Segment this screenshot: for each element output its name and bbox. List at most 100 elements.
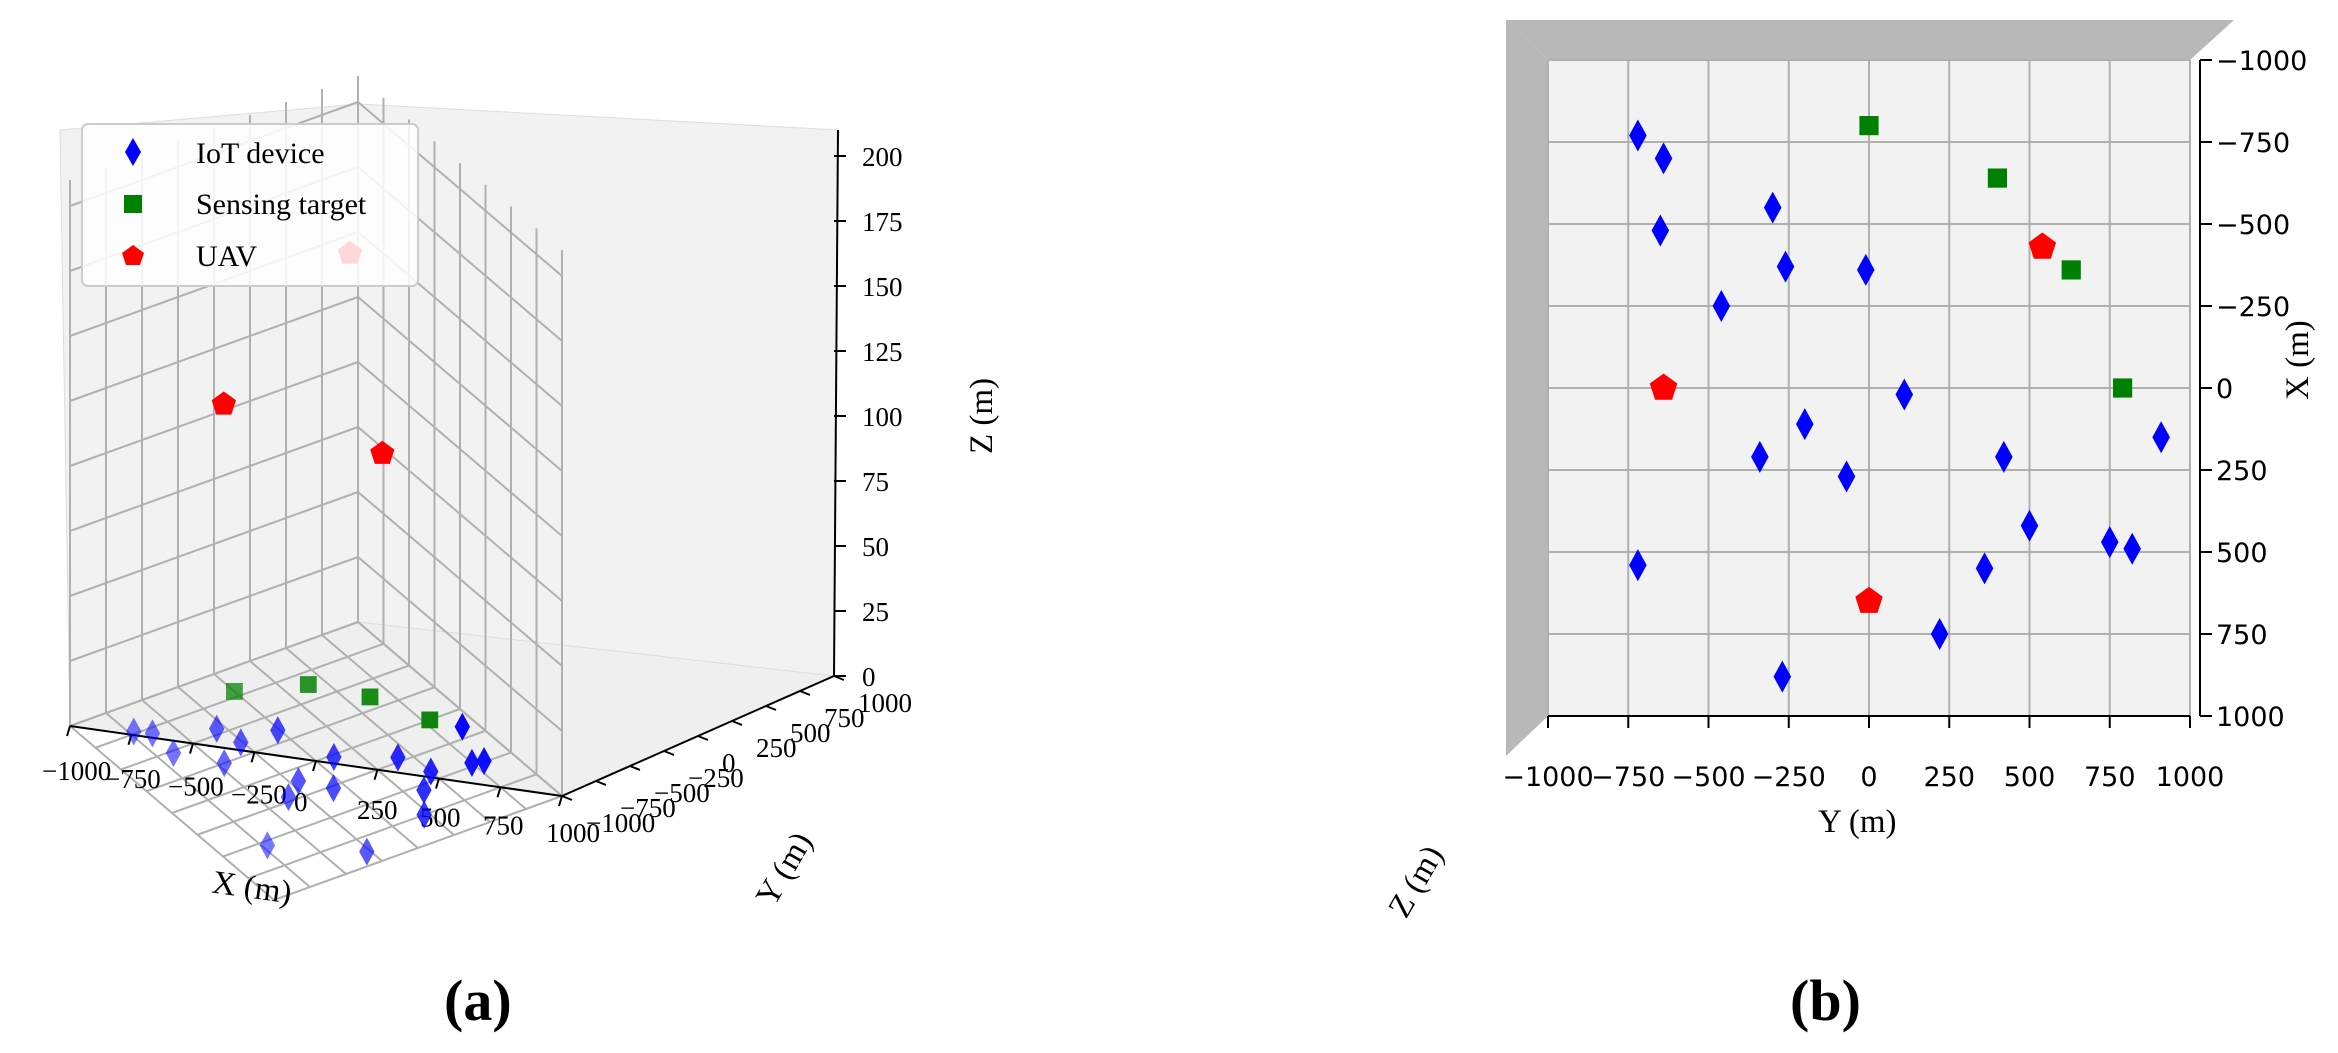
y-tick-label: −500	[654, 778, 710, 808]
x-tick-label-b: 500	[2004, 762, 2056, 793]
ticks-b: −1000−750 −500 −250 0 250 500 750 1000−1000−750…	[1502, 46, 2307, 793]
x-tick-label-b: −250	[1752, 762, 1826, 793]
y-tick-label-b: 1000	[2216, 702, 2285, 733]
panel-label-a: (a)	[444, 968, 512, 1033]
iot-device-point	[1930, 618, 1949, 650]
grid-line-z-left	[69, 491, 359, 597]
x-tick-label: 750	[483, 810, 524, 840]
x-tick-label: 250	[357, 795, 398, 825]
x-tick-label-b: −750	[1591, 762, 1665, 793]
x-tick-mark	[189, 743, 194, 754]
panel-b-top-view-chart: −1000−750 −500 −250 0 250 500 750 1000−1000−750…	[1382, 20, 2316, 1033]
iot-device-point	[2020, 509, 2039, 542]
y-tick-label: −1000	[586, 808, 655, 838]
iot-device-point-3d	[144, 719, 161, 748]
sensing-target-point-3d	[361, 688, 379, 706]
iot-device-point	[1712, 290, 1731, 322]
grid-line-z-back	[357, 491, 563, 667]
iot-device-point-3d	[165, 739, 182, 768]
sensing-target-point	[1987, 168, 2007, 188]
grid-line-y	[285, 647, 491, 823]
iot-device-point-3d	[325, 774, 342, 803]
panel-label-b: (b)	[1790, 968, 1861, 1033]
x-tick-label: −250	[231, 779, 287, 809]
grid-line-y	[177, 686, 383, 862]
sensing-target-point	[2112, 378, 2133, 398]
sensing-target-point	[1859, 116, 1879, 136]
iot-device-point	[1895, 378, 1914, 411]
z-tick-label: 150	[862, 272, 903, 302]
sensing-target-point	[2061, 260, 2081, 280]
iot-device-point-3d	[359, 837, 375, 866]
iot-device-point	[1629, 119, 1647, 152]
z-tick-label: 100	[862, 402, 903, 432]
iot-device-point	[2152, 421, 2170, 454]
grid-line-y	[249, 660, 455, 836]
z-tick-label: 125	[862, 337, 903, 367]
x-tick-label: −500	[168, 772, 224, 802]
grid-line-y	[69, 725, 275, 901]
legend-iot-label: IoT device	[196, 137, 325, 170]
uav-point	[2028, 232, 2057, 259]
legend: IoT device Sensing target UAV	[81, 123, 419, 287]
ticks-a: −1000−750 −500 −250 0 250 500 750 1000−1000−750…	[42, 142, 912, 848]
grid-line-z-left	[69, 556, 359, 662]
iot-device-point	[1837, 460, 1856, 493]
points-a	[126, 240, 492, 866]
iot-device-point	[1856, 253, 1875, 286]
grid-line-z-back	[357, 361, 563, 537]
z-tick-label: 50	[862, 532, 889, 562]
iot-device-point	[2100, 526, 2119, 559]
x-tick-label-b: −500	[1671, 762, 1745, 793]
iot-device-point-3d	[270, 716, 286, 745]
x-tick-label: −1000	[42, 756, 111, 786]
y-tick-label-b: 500	[2216, 538, 2268, 569]
grid-line-z-left	[69, 361, 359, 467]
x-tick-mark	[373, 769, 379, 781]
legend-target-marker	[124, 195, 142, 213]
y-tick-label-b: 0	[2216, 374, 2233, 405]
grid-line-y	[105, 712, 311, 888]
iot-device-point-3d	[326, 743, 342, 772]
grid-line-z-back	[357, 621, 563, 797]
legend-target-label: Sensing target	[196, 188, 367, 221]
uav-point-3d	[370, 440, 395, 464]
x-tick-mark	[312, 760, 317, 772]
grid-line-z-left	[69, 426, 359, 532]
iot-device-point-3d	[290, 766, 307, 795]
x-tick-label: 1000	[546, 818, 600, 848]
iot-device-point	[1651, 214, 1670, 247]
legend-uav-label: UAV	[196, 240, 257, 273]
iot-device-point-3d	[233, 728, 249, 757]
sensing-target-point-3d	[226, 683, 243, 700]
sensing-target-point-3d	[421, 711, 439, 729]
y-tick-label: 1000	[858, 688, 912, 718]
iot-device-point	[1654, 142, 1673, 175]
y-tick-label-b: −500	[2216, 210, 2290, 241]
x-tick-mark	[250, 751, 256, 763]
iot-device-point	[1776, 250, 1795, 283]
y-tick-mark	[731, 720, 743, 726]
iot-device-point	[1796, 408, 1814, 441]
y-tick-label: 500	[790, 718, 831, 748]
z-tick-label: 75	[862, 467, 889, 497]
x-axis-label-b: Y (m)	[1818, 804, 1897, 840]
iot-device-point-3d	[416, 776, 432, 805]
y-axis-label-b: X (m)	[2280, 320, 2316, 400]
uav-point	[1855, 586, 1883, 613]
z-tick-label: 0	[862, 662, 876, 692]
y-tick-label-b: 250	[2216, 456, 2268, 487]
x-tick-label-b: 250	[1923, 762, 1975, 793]
y-tick-label: −250	[688, 763, 744, 793]
iot-device-point-3d	[416, 800, 432, 829]
grid-line-z-left	[69, 296, 359, 402]
uav-point-3d	[211, 391, 236, 415]
z-tick-label: 200	[862, 142, 903, 172]
x-tick-label: 0	[294, 787, 308, 817]
iot-device-point	[1773, 660, 1792, 693]
legend-uav-marker	[122, 245, 144, 265]
iot-device-point	[1751, 440, 1769, 473]
y-tick-mark	[561, 795, 573, 801]
y-tick-label-b: −1000	[2216, 46, 2307, 77]
